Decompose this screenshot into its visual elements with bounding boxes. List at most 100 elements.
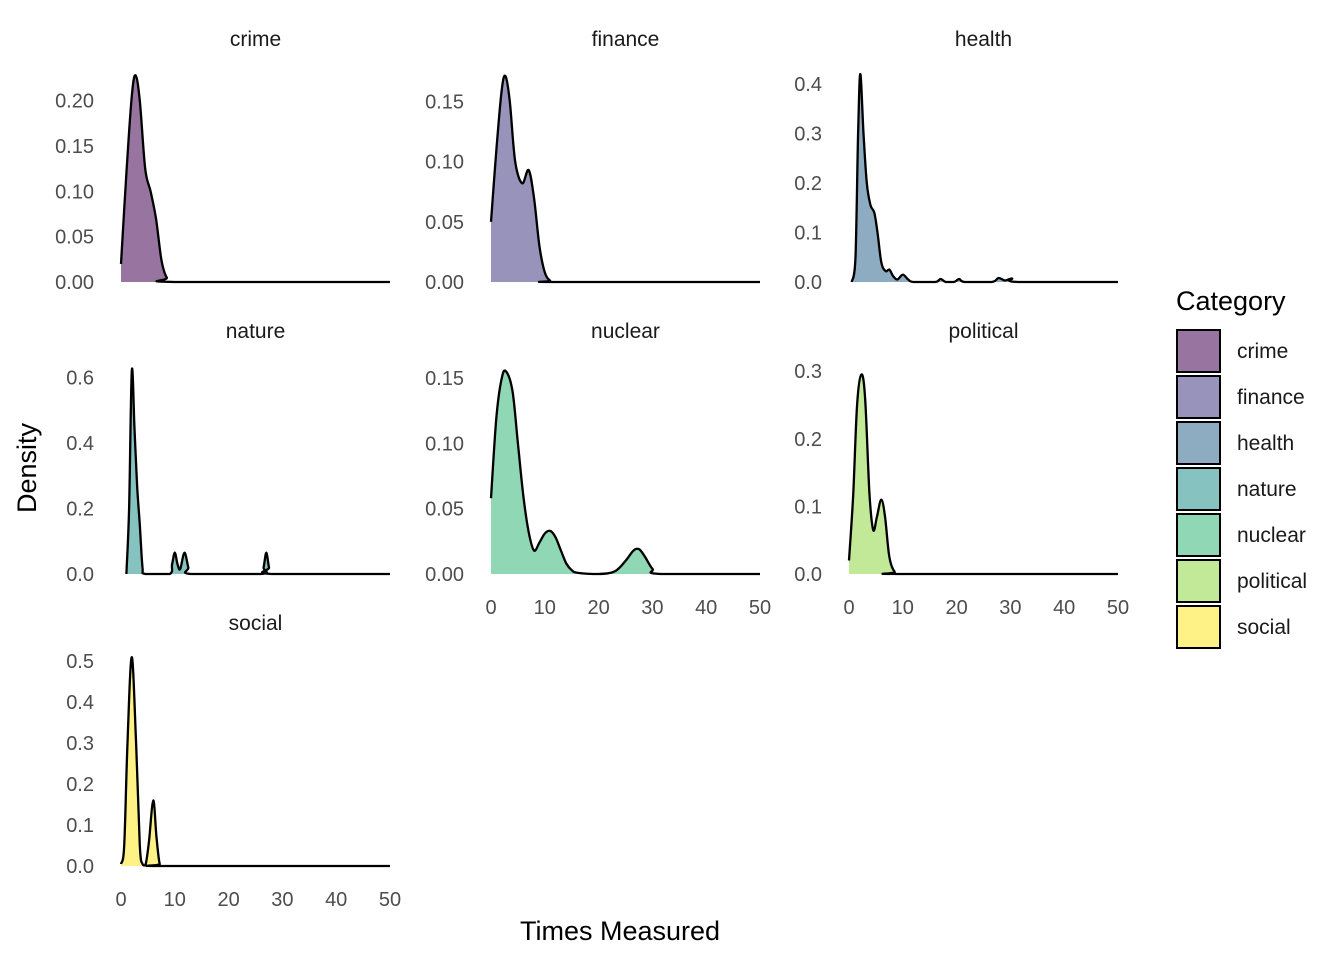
density-line-health [850, 72, 1118, 284]
legend-items: crime finance health nature nuclear political… [1176, 329, 1307, 649]
y-tick-label: 0.05 [425, 499, 464, 521]
panel-political: political 0.0 0.1 0.2 0.3 0 10 20 30 40 50 [794, 320, 1129, 619]
y-tick-label: 0.00 [425, 564, 464, 586]
density-area-social [121, 657, 390, 866]
strip-label-finance: finance [592, 28, 660, 51]
y-tick-label: 0.10 [425, 433, 464, 455]
density-line-finance [489, 74, 760, 284]
x-tick-label: 40 [1053, 597, 1075, 619]
y-tick-label: 0.1 [794, 496, 822, 518]
density-line-nature [125, 367, 390, 576]
x-tick-label: 30 [641, 597, 663, 619]
x-tick-label: 50 [749, 597, 771, 619]
y-tick-label: 0.2 [794, 429, 822, 451]
strip-label-crime: crime [230, 28, 281, 51]
strip-label-nuclear: nuclear [591, 320, 660, 343]
x-tick-label: 0 [485, 597, 496, 619]
y-tick-label: 0.4 [66, 433, 94, 455]
y-tick-label: 0.3 [794, 361, 822, 383]
strip-label-political: political [948, 320, 1018, 343]
y-tick-label: 0.2 [66, 498, 94, 520]
y-tick-label: 0.20 [55, 91, 94, 113]
legend-entry-health: health [1176, 421, 1294, 465]
panel-health: health 0.0 0.1 0.2 0.3 0.4 [794, 28, 1118, 294]
density-area-nuclear [491, 370, 760, 574]
density-line-social [119, 655, 390, 868]
y-tick-label: 0.00 [55, 272, 94, 294]
y-tick-label: 0.15 [425, 368, 464, 390]
panel-nature: nature 0.0 0.2 0.4 0.6 [66, 320, 391, 586]
density-area-nature [126, 368, 391, 574]
legend-swatch-finance [1176, 375, 1221, 419]
y-tick-label: 0.10 [425, 152, 464, 174]
x-axis-title: Times Measured [520, 916, 720, 946]
y-tick-label: 0.3 [794, 123, 822, 145]
x-tick-label: 40 [695, 597, 717, 619]
legend-entry-political: political [1176, 559, 1307, 603]
legend-swatch-nuclear [1176, 513, 1221, 557]
y-tick-label: 0.0 [794, 564, 822, 586]
x-tick-label: 20 [587, 597, 609, 619]
x-tick-label: 30 [271, 889, 293, 911]
strip-label-social: social [229, 612, 283, 635]
y-tick-label: 0.15 [425, 91, 464, 113]
legend-entry-finance: finance [1176, 375, 1305, 419]
y-tick-label: 0.1 [794, 222, 822, 244]
legend-label-political: political [1237, 570, 1307, 593]
legend-entry-social: social [1176, 605, 1291, 649]
y-tick-label: 0.1 [66, 815, 94, 837]
density-area-finance [491, 75, 760, 282]
legend-entry-nature: nature [1176, 467, 1297, 511]
density-area-crime [121, 75, 390, 282]
panel-crime: crime 0.00 0.05 0.10 0.15 0.20 [55, 28, 390, 294]
x-tick-label: 10 [534, 597, 556, 619]
legend-label-social: social [1237, 616, 1291, 639]
legend-entry-nuclear: nuclear [1176, 513, 1306, 557]
legend: Category crime finance health nature nuclear… [1176, 286, 1307, 649]
legend-title: Category [1176, 286, 1286, 316]
x-tick-label: 40 [325, 889, 347, 911]
panel-nuclear: nuclear 0.00 0.05 0.10 0.15 0 10 20 30 40 50 [425, 320, 771, 619]
legend-label-nuclear: nuclear [1237, 524, 1306, 547]
legend-swatch-political [1176, 559, 1221, 603]
panel-social: social 0.0 0.1 0.2 0.3 0.4 0.5 0 10 20 30 40 50 [66, 612, 401, 911]
density-area-health [851, 74, 1118, 282]
y-tick-label: 0.2 [66, 774, 94, 796]
legend-label-nature: nature [1237, 478, 1297, 501]
x-tick-label: 10 [892, 597, 914, 619]
legend-swatch-health [1176, 421, 1221, 465]
x-tick-label: 50 [1107, 597, 1129, 619]
legend-label-crime: crime [1237, 340, 1288, 363]
panel-finance: finance 0.00 0.05 0.10 0.15 [425, 28, 760, 294]
legend-swatch-social [1176, 605, 1221, 649]
strip-label-health: health [955, 28, 1012, 51]
x-tick-label: 0 [843, 597, 854, 619]
y-tick-label: 0.10 [55, 181, 94, 203]
x-tick-label: 20 [217, 889, 239, 911]
x-tick-label: 20 [945, 597, 967, 619]
legend-label-health: health [1237, 432, 1294, 455]
y-tick-label: 0.4 [794, 74, 822, 96]
y-tick-label: 0.0 [66, 564, 94, 586]
density-line-political [847, 373, 1118, 576]
density-line-nuclear [489, 369, 760, 576]
y-tick-label: 0.0 [66, 856, 94, 878]
y-tick-label: 0.05 [425, 212, 464, 234]
y-tick-label: 0.2 [794, 173, 822, 195]
facet-panels: crime0.000.050.100.150.20finance0.000.05… [55, 28, 1129, 911]
strip-label-nature: nature [226, 320, 286, 343]
density-line-crime [119, 74, 390, 284]
y-tick-label: 0.3 [66, 733, 94, 755]
y-tick-label: 0.15 [55, 136, 94, 158]
x-tick-label: 30 [999, 597, 1021, 619]
x-tick-label: 50 [379, 889, 401, 911]
y-tick-label: 0.4 [66, 692, 94, 714]
y-axis-title: Density [12, 422, 42, 513]
legend-swatch-crime [1176, 329, 1221, 373]
x-tick-label: 0 [115, 889, 126, 911]
y-tick-label: 0.0 [794, 272, 822, 294]
legend-label-finance: finance [1237, 386, 1305, 409]
y-tick-label: 0.00 [425, 272, 464, 294]
y-tick-label: 0.5 [66, 651, 94, 673]
legend-entry-crime: crime [1176, 329, 1288, 373]
